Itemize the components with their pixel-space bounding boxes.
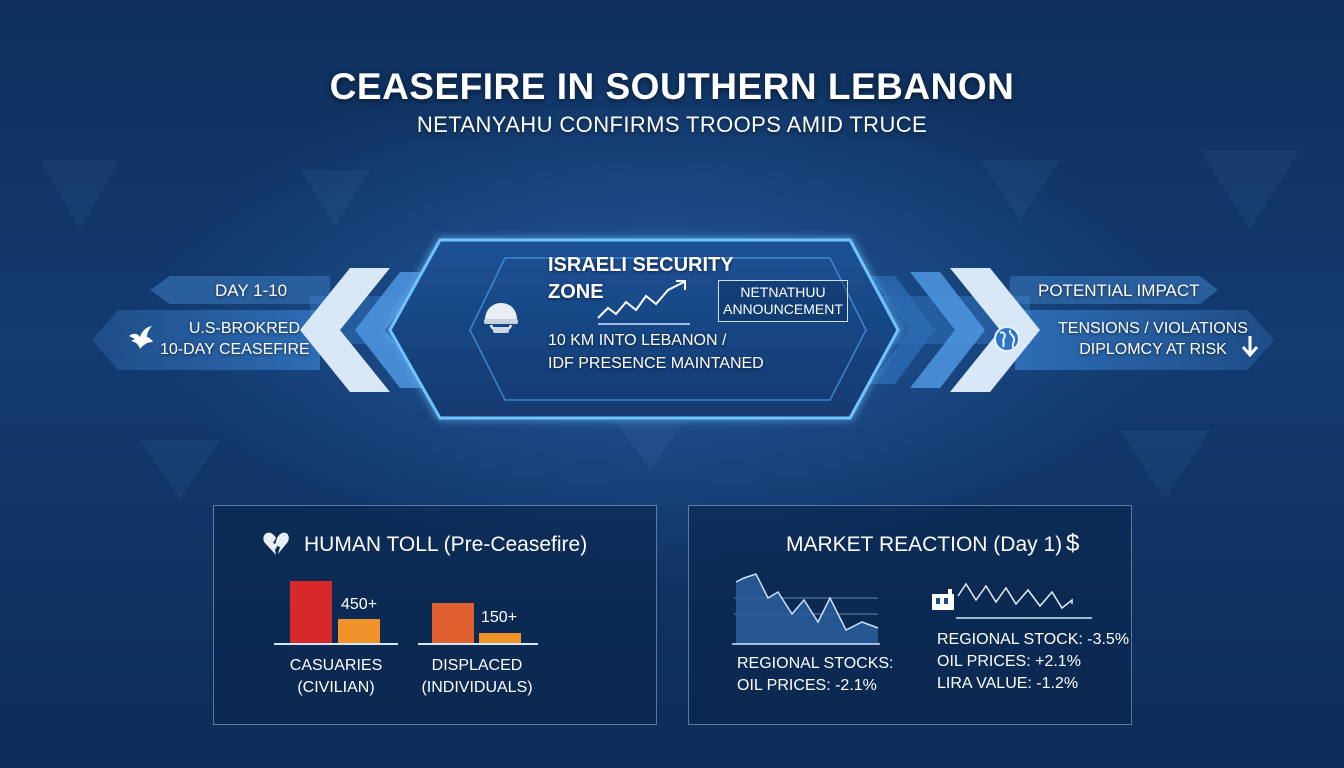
casualties-value: 450+ — [341, 596, 378, 613]
casualties-caption-line-1: CASUARIES — [289, 657, 383, 674]
announcement-box: NETNATHUU ANNOUNCEMENT — [718, 280, 848, 322]
impact-banner — [1010, 276, 1218, 304]
displaced-bar-tall — [432, 603, 474, 643]
zone-title-line-2: ZONE — [548, 281, 604, 303]
announcement-line-2: ANNOUNCEMENT — [723, 301, 843, 317]
market-left-stats: REGIONAL STOCKS: OIL PRICES: -2.1% — [737, 653, 893, 697]
market-right-line-3: LIRA VALUE: -1.2% — [937, 675, 1079, 692]
displaced-bar-short — [479, 633, 521, 643]
page-subtitle: NETANYAHU CONFIRMS TROOPS AMID TRUCE — [416, 112, 928, 137]
tensions-line-2: DIPLOMCY AT RISK — [1079, 341, 1227, 358]
displaced-caption-line-1: DISPLACED — [431, 657, 523, 674]
regional-stocks-sparkline — [732, 573, 880, 645]
casualties-caption-line-2: (CIVILIAN) — [297, 679, 375, 696]
market-title: MARKET REACTION (Day 1) — [786, 533, 1063, 556]
market-left-line-1: REGIONAL STOCKS: — [737, 655, 894, 672]
tensions-label: TENSIONS / VIOLATIONS DIPLOMCY AT RISK — [1058, 318, 1248, 360]
page-title: CEASEFIRE IN SOUTHERN LEBANON — [329, 66, 1015, 107]
market-reaction-panel — [688, 505, 1132, 725]
displaced-value: 150+ — [481, 609, 518, 626]
ceasefire-line-2: 10-DAY CEASEFIRE — [160, 341, 310, 358]
human-toll-title: HUMAN TOLL (Pre-Ceasefire) — [304, 533, 588, 556]
dollar-icon: $ — [1066, 530, 1080, 557]
casualties-bar-tall — [290, 581, 332, 643]
ceasefire-banner — [92, 310, 320, 370]
market-left-line-2: OIL PRICES: -2.1% — [737, 677, 877, 694]
tensions-banner — [1015, 310, 1274, 370]
oil-lira-sparkline — [956, 582, 1092, 619]
ceasefire-line-1: U.S-BROKRED — [188, 320, 300, 337]
helmet-icon — [484, 303, 518, 333]
tensions-line-1: TENSIONS / VIOLATIONS — [1058, 320, 1248, 337]
down-arrow-icon — [1241, 336, 1259, 358]
security-zone-title: ISRAELI SECURITY ZONE — [548, 252, 734, 306]
market-right-line-1: REGIONAL STOCK: -3.5% — [937, 631, 1130, 648]
zone-title-line-1: ISRAELI SECURITY — [548, 254, 734, 276]
zone-desc-line-1: 10 KM INTO LEBANON / — [548, 332, 727, 349]
zone-desc-line-2: IDF PRESENCE MAINTANED — [548, 355, 764, 372]
displaced-caption-line-2: (INDIVIDUALS) — [421, 679, 533, 696]
market-right-line-2: OIL PRICES: +2.1% — [937, 653, 1081, 670]
day-banner — [150, 276, 330, 304]
security-zone-description: 10 KM INTO LEBANON / IDF PRESENCE MAINTA… — [548, 329, 764, 375]
dove-icon — [129, 326, 153, 349]
globe-icon — [994, 326, 1020, 352]
impact-label: POTENTIAL IMPACT — [1038, 281, 1200, 300]
displaced-caption: DISPLACED (INDIVIDUALS) — [412, 655, 542, 699]
casualties-caption: CASUARIES (CIVILIAN) — [276, 655, 396, 699]
casualties-bar-short — [338, 619, 380, 643]
rising-chart-icon — [597, 280, 690, 325]
displaced-axis — [418, 643, 538, 645]
day-range-label: DAY 1-10 — [215, 281, 288, 300]
casualties-axis — [274, 643, 398, 645]
broken-heart-icon — [263, 532, 289, 555]
ceasefire-label: U.S-BROKRED 10-DAY CEASEFIRE — [160, 318, 310, 360]
factory-icon — [932, 589, 954, 610]
market-right-stats: REGIONAL STOCK: -3.5% OIL PRICES: +2.1% … — [937, 629, 1129, 695]
announcement-line-1: NETNATHUU — [740, 284, 826, 300]
security-zone-panel — [388, 238, 900, 420]
